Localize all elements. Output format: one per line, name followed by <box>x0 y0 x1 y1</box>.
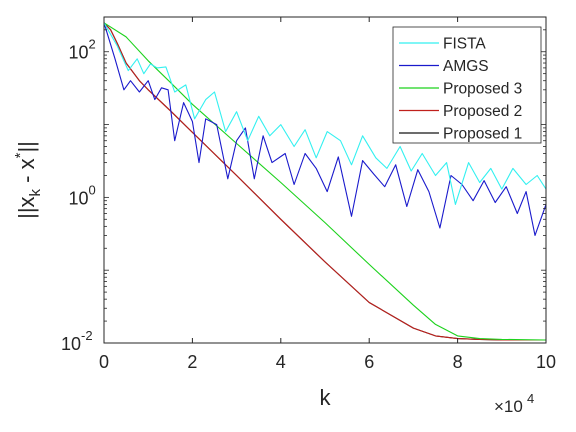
legend-item: Proposed 2 <box>399 103 522 120</box>
y-tick-label: 10 0 <box>68 182 95 208</box>
legend-item: AMGS <box>399 58 489 75</box>
legend-label: Proposed 3 <box>443 81 522 98</box>
legend-item: Proposed 1 <box>399 126 522 143</box>
legend-label: FISTA <box>443 36 486 53</box>
axes-box <box>103 16 547 344</box>
svg-text:10: 10 <box>68 188 88 208</box>
svg-text:0: 0 <box>89 182 96 197</box>
series-line-proposed-3 <box>103 22 547 341</box>
y-axis-label: ||xk - x*|| <box>12 141 44 219</box>
svg-text:10: 10 <box>61 334 81 354</box>
svg-text:4: 4 <box>527 391 534 406</box>
legend: FISTA AMGS Proposed 3 Proposed 2 Proposed 1 <box>392 26 542 144</box>
x-axis-label: k <box>320 385 332 410</box>
series-line-proposed-2 <box>103 22 546 341</box>
svg-text:||xk - x*||: ||xk - x*|| <box>12 141 44 219</box>
legend-item: Proposed 3 <box>399 81 522 98</box>
y-tick-label: 10 2 <box>68 37 95 63</box>
legend-label: AMGS <box>443 58 489 75</box>
x-multiplier: ×10 4 <box>494 391 534 416</box>
svg-text:10: 10 <box>68 43 88 63</box>
x-tick-label: 8 <box>453 352 463 372</box>
y-tick-label: 10 -2 <box>61 328 93 354</box>
x-tick-label: 2 <box>187 352 197 372</box>
x-tick-label: 4 <box>276 352 286 372</box>
legend-item: FISTA <box>399 36 486 53</box>
x-tick-label: 0 <box>99 352 109 372</box>
svg-text:×10: ×10 <box>494 397 523 416</box>
series-layer <box>103 22 547 341</box>
legend-box <box>392 26 542 144</box>
svg-text:2: 2 <box>89 37 96 52</box>
series-line-fista <box>103 22 547 205</box>
legend-label: Proposed 1 <box>443 126 522 143</box>
axes-layer <box>103 16 547 344</box>
x-tick-label: 6 <box>364 352 374 372</box>
legend-label: Proposed 2 <box>443 103 522 120</box>
series-line-amgs <box>103 22 547 236</box>
x-tick-label: 10 <box>536 352 556 372</box>
x-axis-ticks: 0 2 4 6 8 10 <box>99 17 556 372</box>
svg-text:-2: -2 <box>81 328 93 343</box>
